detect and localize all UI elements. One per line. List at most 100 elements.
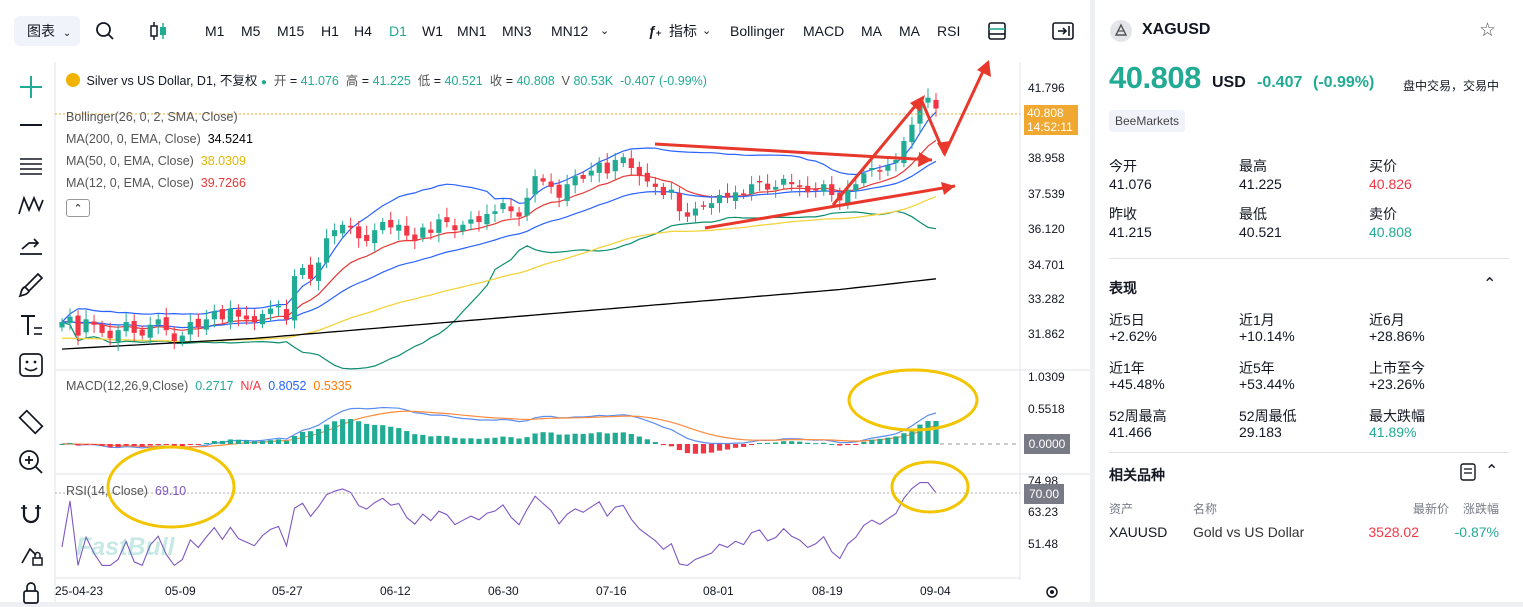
star-icon[interactable]: ☆: [1479, 20, 1497, 41]
pattern-icon[interactable]: [16, 190, 46, 220]
macd-histogram-bar: [275, 439, 282, 444]
layout-icon[interactable]: [987, 21, 1007, 41]
candle: [332, 223, 338, 245]
macd-histogram-bar: [131, 444, 137, 447]
macd-histogram-bar: [652, 442, 658, 444]
macd-histogram-bar: [243, 440, 250, 444]
indicator-bollinger-button[interactable]: Bollinger: [730, 23, 785, 39]
macd-histogram-bar: [845, 444, 851, 446]
price-axis-label: 33.282: [1028, 292, 1065, 306]
candle-body: [660, 186, 666, 196]
chevron-up-icon[interactable]: ⌃: [1485, 463, 1499, 480]
macd-histogram-bar: [67, 443, 73, 445]
indicator-macd-button[interactable]: MACD: [803, 23, 845, 39]
performance-value: +45.48%: [1109, 376, 1165, 392]
indicator-ma-button[interactable]: MA: [899, 23, 920, 39]
candle: [404, 216, 410, 241]
horizontal-line-icon[interactable]: [16, 110, 46, 140]
performance-value: +28.86%: [1369, 328, 1425, 344]
chart-type-button[interactable]: 图表 ⌄: [14, 16, 80, 46]
timeframe-h4[interactable]: H4: [354, 23, 372, 39]
candle: [203, 309, 209, 336]
rsi-highlight-ellipse-left: [106, 445, 236, 529]
candle: [219, 305, 225, 324]
candle: [620, 153, 626, 168]
date-axis-label: 06-12: [380, 584, 411, 598]
candle-body: [676, 192, 683, 212]
macd-histogram-bar: [163, 444, 169, 445]
timeframe-h1[interactable]: H1: [321, 23, 339, 39]
candle: [612, 153, 618, 180]
macd-line: [61, 406, 937, 449]
macd-signal-line: [61, 410, 937, 448]
timeframe-mn12[interactable]: MN12: [551, 23, 589, 39]
brush-icon[interactable]: [16, 270, 46, 300]
timeframe-m1[interactable]: M1: [205, 23, 225, 39]
collapse-panel-icon[interactable]: [1052, 21, 1074, 41]
macd-histogram-bar: [211, 441, 217, 444]
search-icon[interactable]: [95, 21, 115, 41]
candle-body: [740, 193, 747, 196]
magnet-icon[interactable]: [16, 499, 46, 529]
timeframe-mn1[interactable]: MN1: [457, 23, 487, 39]
price-axis-label: 34.701: [1028, 258, 1065, 272]
collapse-legend-button[interactable]: ⌃: [66, 199, 90, 217]
list-icon[interactable]: [1460, 463, 1476, 481]
macd-legend[interactable]: MACD(12,26,9,Close) 0.2717 N/A 0.8052 0.…: [66, 379, 352, 393]
performance-value: 41.466: [1109, 424, 1152, 440]
rsi-legend[interactable]: RSI(14, Close) 69.10: [66, 484, 187, 498]
timeframe-w1[interactable]: W1: [422, 23, 443, 39]
macd-axis-label: 1.0309: [1028, 370, 1065, 384]
chevron-down-icon[interactable]: ⌄: [600, 25, 610, 37]
crosshair-icon[interactable]: [16, 72, 46, 102]
function-icon[interactable]: ƒ+: [648, 23, 662, 39]
candle: [797, 179, 803, 197]
timeframe-mn3[interactable]: MN3: [502, 23, 532, 39]
candle-body: [235, 309, 242, 317]
rsi-line: [61, 482, 937, 567]
candle-body: [219, 309, 225, 320]
candle-body: [267, 308, 274, 314]
macd-histogram-bar: [668, 444, 674, 447]
candle-body: [340, 224, 346, 234]
candle-body: [147, 324, 153, 338]
bollinger-legend[interactable]: Bollinger(26, 0, 2, SMA, Close): [66, 110, 238, 124]
performance-label: 近5年: [1239, 360, 1275, 376]
chevron-up-icon[interactable]: ⌃: [1483, 276, 1497, 293]
candle: [283, 299, 290, 325]
candle: [700, 201, 707, 210]
timeframe-m5[interactable]: M5: [241, 23, 261, 39]
price-chart[interactable]: [0, 0, 1090, 602]
ma200-legend[interactable]: MA(200, 0, EMA, Close) 34.5241: [66, 132, 253, 146]
projection-icon[interactable]: [16, 230, 46, 260]
ruler-icon[interactable]: [16, 407, 46, 437]
timeframe-d1[interactable]: D1: [389, 23, 407, 39]
candle: [756, 175, 763, 191]
related-row[interactable]: XAUUSD Gold vs US Dollar 3528.02 -0.87%: [1095, 522, 1515, 544]
ma12-legend[interactable]: MA(12, 0, EMA, Close) 39.7266: [66, 176, 246, 190]
timeframe-m15[interactable]: M15: [277, 23, 305, 39]
candle-body: [877, 170, 883, 172]
candle: [628, 150, 634, 175]
emoji-icon[interactable]: [16, 350, 46, 380]
indicators-button[interactable]: 指标: [669, 23, 697, 39]
ma50-legend[interactable]: MA(50, 0, EMA, Close) 38.0309: [66, 154, 246, 168]
candles-icon[interactable]: [147, 20, 169, 42]
candle-body: [797, 185, 803, 187]
indicator-rsi-button[interactable]: RSI: [937, 23, 961, 39]
zoom-in-icon[interactable]: [16, 447, 46, 477]
macd-axis-label: 0.5518: [1028, 402, 1065, 416]
related-column-header: 最新价: [1412, 502, 1449, 516]
candle: [468, 211, 474, 231]
candle-body: [211, 311, 217, 320]
indicator-ma-button[interactable]: MA: [861, 23, 882, 39]
fib-lines-icon[interactable]: [16, 150, 46, 180]
macd-histogram-bar: [789, 441, 795, 444]
candle-body: [885, 165, 891, 171]
candle-body: [163, 317, 169, 331]
macd-histogram-bar: [604, 433, 610, 444]
chart-type-label: 图表: [27, 23, 55, 39]
text-icon[interactable]: [16, 310, 46, 340]
stat-label: 今开: [1109, 158, 1137, 174]
lock-drawings-icon[interactable]: [16, 539, 46, 569]
